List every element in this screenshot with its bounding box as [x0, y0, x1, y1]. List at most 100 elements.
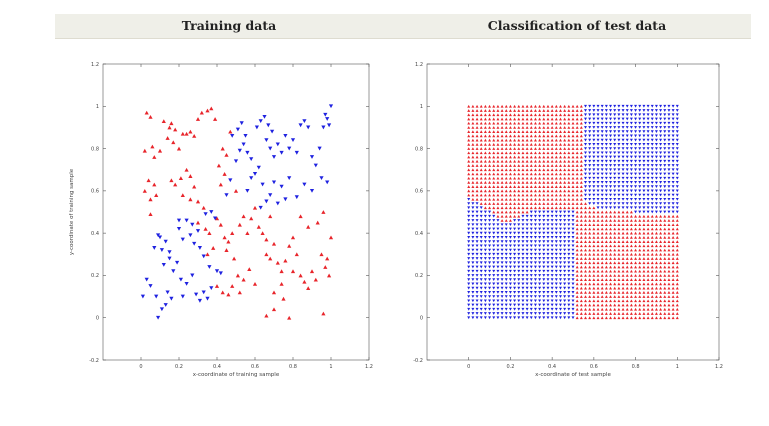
blue-test-marker [492, 236, 496, 239]
blue-sample-marker [190, 273, 195, 278]
blue-test-marker [642, 181, 646, 184]
blue-test-marker [604, 197, 608, 201]
red-test-marker [613, 219, 617, 222]
red-test-marker [471, 164, 475, 167]
red-test-marker [567, 168, 571, 172]
blue-test-marker [500, 286, 504, 290]
blue-test-marker [554, 295, 558, 298]
blue-test-marker [467, 231, 471, 235]
blue-test-marker [617, 176, 621, 180]
blue-test-marker [538, 282, 542, 286]
blue-test-marker [596, 151, 600, 155]
blue-test-marker [659, 138, 663, 142]
red-test-marker [584, 214, 588, 218]
blue-test-marker [642, 142, 646, 146]
red-test-marker [533, 130, 537, 134]
blue-test-marker [483, 316, 487, 320]
blue-test-marker [675, 197, 679, 201]
red-test-marker [550, 142, 554, 146]
red-test-marker [671, 282, 675, 286]
blue-test-marker [483, 223, 487, 227]
red-test-marker [517, 210, 521, 214]
red-test-marker [592, 214, 596, 218]
red-test-marker [558, 155, 562, 159]
blue-test-marker [625, 109, 629, 112]
red-sample-marker [188, 197, 193, 202]
blue-test-marker [525, 240, 529, 243]
red-test-marker [663, 312, 667, 315]
blue-test-marker [500, 257, 504, 260]
red-test-marker [596, 236, 600, 239]
blue-test-marker [517, 236, 521, 239]
blue-test-marker [629, 193, 633, 197]
blue-test-marker [483, 265, 487, 269]
red-test-marker [613, 227, 617, 231]
red-test-marker [621, 312, 625, 315]
blue-test-marker [625, 126, 629, 129]
blue-test-marker [475, 307, 479, 311]
red-test-marker [575, 231, 579, 235]
red-test-marker [675, 299, 679, 303]
blue-test-marker [671, 185, 675, 188]
blue-test-marker [667, 210, 671, 214]
blue-test-marker [508, 265, 512, 269]
blue-test-marker [563, 240, 567, 243]
red-test-marker [654, 295, 658, 298]
x-axis-label: x-coordinate of training sample [193, 372, 280, 378]
blue-test-marker [621, 193, 625, 197]
blue-test-marker [508, 223, 512, 227]
blue-test-marker [517, 307, 521, 311]
blue-test-marker [533, 227, 537, 231]
blue-test-marker [625, 193, 629, 197]
red-test-marker [613, 240, 617, 243]
red-test-marker [517, 117, 521, 121]
blue-sample-marker [323, 112, 328, 117]
red-test-marker [567, 197, 571, 201]
red-test-marker [646, 252, 650, 256]
red-test-marker [588, 316, 592, 320]
red-test-marker [471, 117, 475, 121]
blue-sample-marker [317, 146, 322, 151]
blue-test-marker [663, 117, 667, 121]
red-test-marker [609, 269, 613, 273]
blue-test-marker [533, 219, 537, 222]
blue-test-marker [488, 278, 492, 282]
red-sample-marker [142, 148, 147, 153]
blue-test-marker [617, 117, 621, 121]
x-tick-label: 0 [467, 364, 470, 370]
x-tick-label: 0.8 [632, 364, 640, 370]
red-test-marker [471, 151, 475, 155]
blue-test-marker [609, 151, 613, 155]
blue-test-marker [513, 282, 517, 286]
blue-test-marker [671, 159, 675, 163]
blue-test-marker [675, 193, 679, 197]
red-test-marker [584, 223, 588, 227]
blue-test-marker [621, 109, 625, 112]
blue-sample-marker [178, 277, 183, 282]
red-test-marker [479, 189, 483, 193]
red-test-marker [554, 155, 558, 159]
red-test-marker [671, 269, 675, 273]
blue-test-marker [634, 155, 638, 159]
blue-test-marker [488, 307, 492, 311]
blue-test-marker [471, 307, 475, 311]
blue-test-marker [554, 244, 558, 248]
red-sample-marker [201, 205, 206, 210]
blue-test-marker [546, 261, 550, 265]
red-test-marker [579, 290, 583, 294]
red-test-marker [625, 210, 629, 214]
blue-test-marker [467, 252, 471, 256]
blue-test-marker [621, 134, 625, 138]
red-sample-marker [211, 246, 216, 250]
blue-test-marker [471, 202, 475, 205]
red-test-marker [654, 261, 658, 265]
red-test-marker [488, 172, 492, 176]
red-test-marker [609, 307, 613, 311]
blue-test-marker [596, 189, 600, 193]
red-test-marker [600, 223, 604, 227]
blue-test-marker [533, 265, 537, 269]
blue-test-marker [471, 312, 475, 315]
red-test-marker [550, 159, 554, 163]
blue-sample-marker [302, 182, 307, 187]
red-test-marker [529, 147, 533, 150]
